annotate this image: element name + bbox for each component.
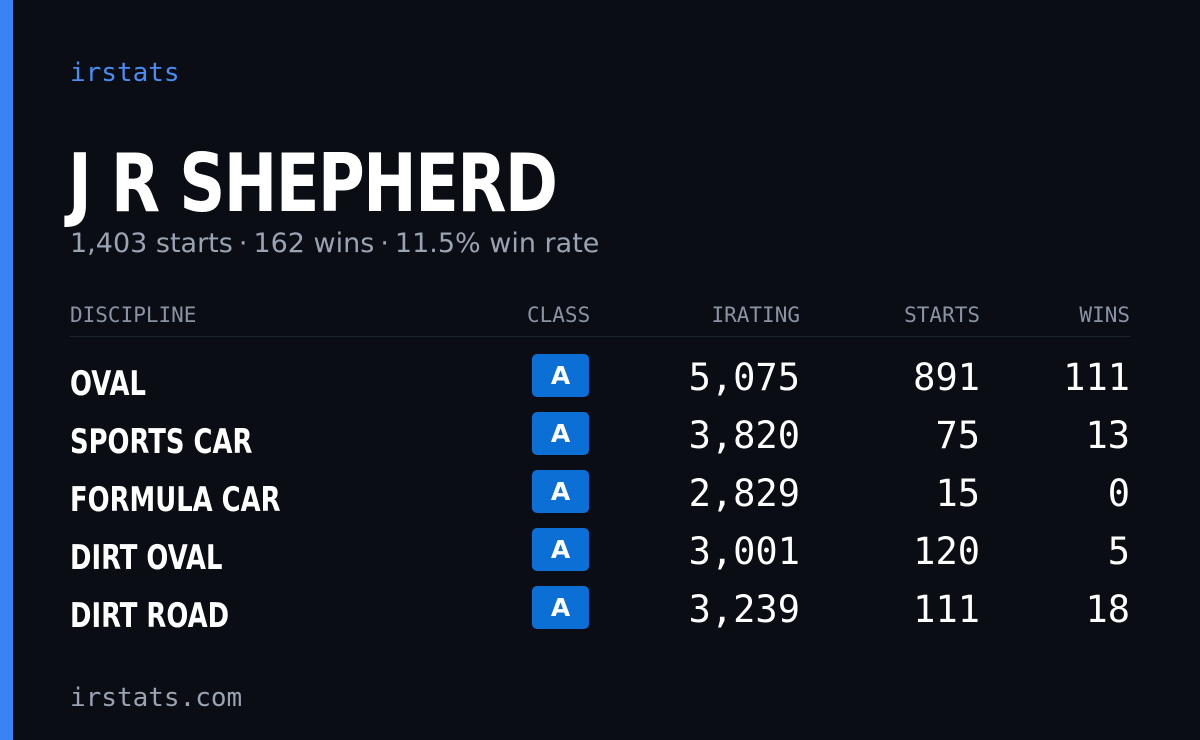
starts-value: 120 (913, 530, 980, 573)
wins-value: 111 (1063, 356, 1130, 399)
table-row: SPORTS CAR A 3,820 75 13 (70, 406, 1130, 464)
class-badge: A (532, 586, 589, 629)
class-badge: A (532, 412, 589, 455)
driver-name: J R SHEPHERD (68, 137, 558, 230)
summary-win-rate: 11.5% win rate (394, 228, 600, 259)
irating-value: 2,829 (688, 472, 800, 515)
accent-bar (0, 0, 13, 740)
discipline-name: FORMULA CAR (70, 480, 281, 520)
starts-value: 75 (935, 414, 980, 457)
starts-value: 891 (913, 356, 980, 399)
table-row: FORMULA CAR A 2,829 15 0 (70, 464, 1130, 522)
wins-value: 18 (1085, 588, 1130, 631)
table-row: DIRT OVAL A 3,001 120 5 (70, 522, 1130, 580)
wins-value: 0 (1107, 472, 1130, 515)
header-starts: STARTS (904, 303, 980, 327)
irating-value: 3,001 (688, 530, 800, 573)
summary-wins: 162 wins (253, 228, 375, 259)
table-row: OVAL A 5,075 891 111 (70, 348, 1130, 406)
starts-value: 15 (935, 472, 980, 515)
header-class: CLASS (527, 303, 591, 327)
discipline-name: OVAL (70, 364, 146, 404)
discipline-name: DIRT OVAL (70, 538, 223, 578)
driver-summary: 1,403 starts · 162 wins · 11.5% win rate (70, 226, 599, 262)
summary-starts: 1,403 starts (70, 228, 233, 259)
discipline-name: DIRT ROAD (70, 596, 230, 636)
table-row: DIRT ROAD A 3,239 111 18 (70, 580, 1130, 638)
wins-value: 5 (1107, 530, 1130, 573)
table-header: DISCIPLINE CLASS IRATING STARTS WINS (70, 300, 1130, 330)
header-discipline: DISCIPLINE (70, 303, 197, 327)
wins-value: 13 (1085, 414, 1130, 457)
header-wins: WINS (1079, 303, 1130, 327)
brand-logo-text: irstats (70, 58, 180, 88)
class-badge: A (532, 354, 589, 397)
header-irating: IRATING (711, 303, 800, 327)
irating-value: 3,239 (688, 588, 800, 631)
class-badge: A (532, 528, 589, 571)
discipline-table: OVAL A 5,075 891 111 SPORTS CAR A 3,820 … (70, 348, 1130, 638)
irating-value: 5,075 (688, 356, 800, 399)
summary-separator: · (238, 228, 248, 259)
footer-url: irstats.com (70, 683, 243, 713)
class-badge: A (532, 470, 589, 513)
header-divider (70, 336, 1130, 337)
starts-value: 111 (913, 588, 980, 631)
discipline-name: SPORTS CAR (70, 422, 253, 462)
summary-separator: · (380, 228, 389, 259)
irating-value: 3,820 (688, 414, 800, 457)
